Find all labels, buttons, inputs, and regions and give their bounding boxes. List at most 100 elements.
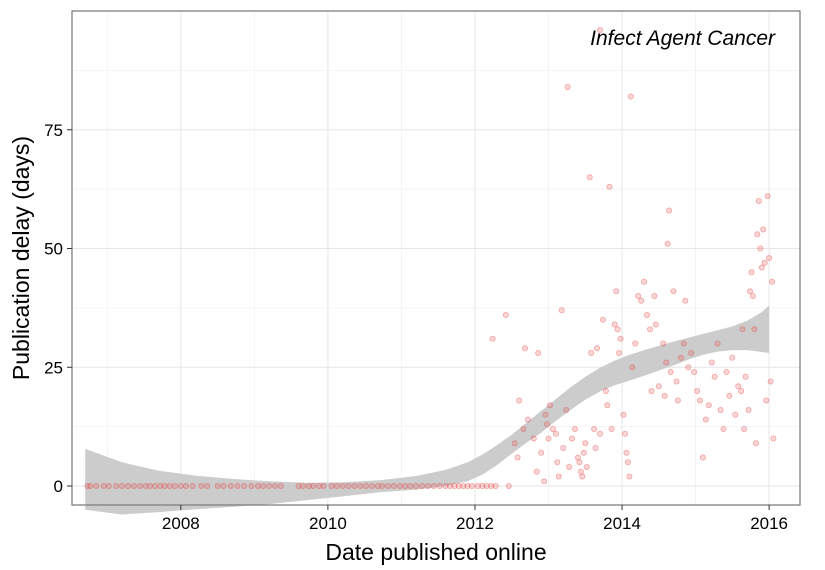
data-point [227,482,234,489]
data-point [699,454,706,461]
data-point [418,482,425,489]
data-point [597,26,604,33]
data-point [627,93,634,100]
data-point [611,321,618,328]
data-point [708,359,715,366]
data-point [468,482,475,489]
data-point [545,435,552,442]
data-point [505,482,512,489]
data-point [402,482,409,489]
data-point [530,435,537,442]
data-point [328,482,335,489]
data-point [333,482,340,489]
data-point [667,368,674,375]
data-point [171,482,178,489]
data-point [520,425,527,432]
data-point [579,473,586,480]
data-point [723,368,730,375]
data-point [368,482,375,489]
data-point [682,297,689,304]
x-axis-ticks: 2008 2010 2012 2014 2016 [162,505,788,533]
data-point [754,231,761,238]
data-point [157,482,164,489]
data-point [641,278,648,285]
data-point [616,349,623,356]
data-point [685,364,692,371]
data-point [295,482,302,489]
data-point [647,326,654,333]
data-point [446,482,453,489]
data-point [741,425,748,432]
data-point [241,482,248,489]
data-point [524,416,531,423]
data-points [84,26,777,489]
data-point [502,311,509,318]
data-point [220,482,227,489]
data-point [320,482,327,489]
data-point [586,174,593,181]
data-point [663,359,670,366]
data-point [363,482,370,489]
data-point [266,482,273,489]
data-point [564,84,571,91]
data-point [464,482,471,489]
data-point [739,326,746,333]
data-point [339,482,346,489]
data-point [717,406,724,413]
data-point [752,440,759,447]
data-point [720,425,727,432]
data-point [622,430,629,437]
data-point [555,473,562,480]
data-point [745,406,752,413]
x-tick-label: 2010 [309,514,347,533]
data-point [748,269,755,276]
panel-border [71,10,801,506]
data-point [751,326,758,333]
data-point [705,402,712,409]
y-tick-label: 50 [44,240,63,259]
data-point [142,482,149,489]
data-point [755,197,762,204]
grid-minor [72,11,800,505]
data-point [396,482,403,489]
x-axis-label: Date published online [325,539,546,565]
data-point [93,482,100,489]
smooth-band [85,305,770,515]
data-point [591,425,598,432]
data-point [310,482,317,489]
data-point [166,482,173,489]
data-point [608,425,615,432]
data-point [522,345,529,352]
data-point [629,364,636,371]
data-point [632,340,639,347]
data-point [516,397,523,404]
data-point [602,387,609,394]
data-point [652,321,659,328]
data-point [214,482,221,489]
data-point [100,482,107,489]
data-point [580,449,587,456]
data-point [577,468,584,475]
data-point [566,463,573,470]
data-point [644,311,651,318]
data-point [766,254,773,261]
data-point [541,478,548,485]
data-point [413,482,420,489]
data-point [614,326,621,333]
y-tick-label: 75 [44,121,63,140]
data-point [271,482,278,489]
data-point [542,411,549,418]
data-point [177,482,184,489]
data-point [597,430,604,437]
data-point [488,482,495,489]
confidence-band [85,305,770,515]
data-point [697,397,704,404]
data-point [770,435,777,442]
data-point [260,482,267,489]
data-point [694,387,701,394]
data-point [757,245,764,252]
data-point [742,373,749,380]
data-point [357,482,364,489]
data-point [130,482,137,489]
data-point [474,482,481,489]
